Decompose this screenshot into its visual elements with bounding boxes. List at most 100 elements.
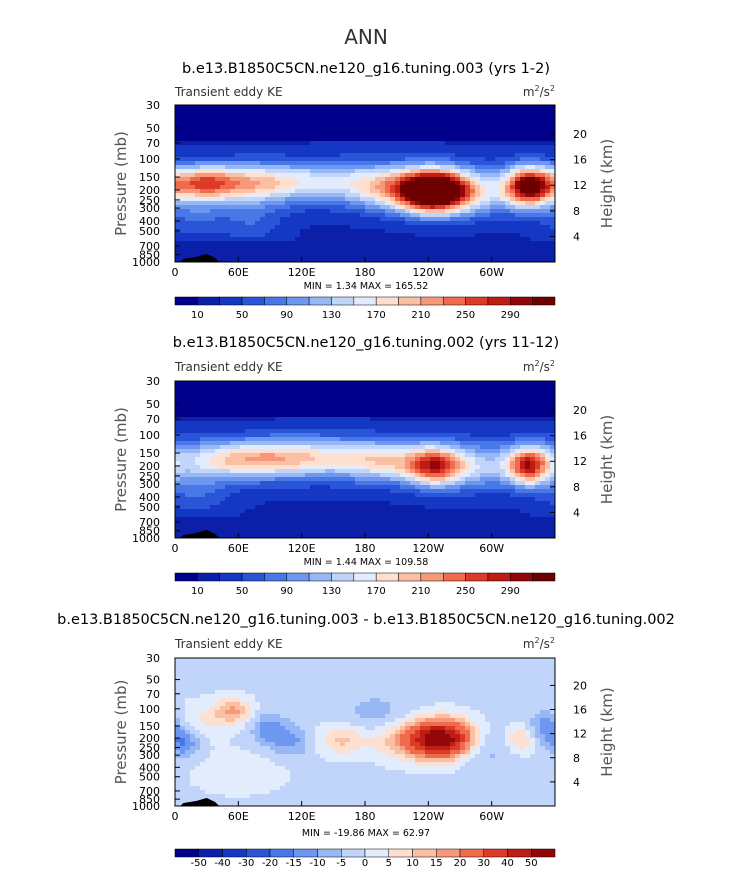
field-cell xyxy=(435,157,441,162)
field-cell xyxy=(285,381,291,386)
field-cell xyxy=(235,149,241,154)
field-cell xyxy=(175,177,181,182)
field-cell xyxy=(215,165,221,170)
field-cell xyxy=(220,145,226,150)
field-cell xyxy=(220,161,226,166)
field-cell xyxy=(410,145,416,150)
field-cell xyxy=(180,405,186,410)
field-cell xyxy=(415,425,421,430)
field-cell xyxy=(515,249,521,254)
field-cell xyxy=(345,181,351,186)
field-cell xyxy=(405,105,411,110)
field-cell xyxy=(195,433,201,438)
field-cell xyxy=(415,129,421,134)
field-cell xyxy=(485,113,491,118)
field-cell xyxy=(265,197,271,202)
field-cell xyxy=(215,241,221,246)
field-cell xyxy=(385,129,391,134)
field-cell xyxy=(400,205,406,210)
field-cell xyxy=(335,225,341,230)
field-cell xyxy=(440,409,446,414)
field-cell xyxy=(395,237,401,242)
field-cell xyxy=(335,113,341,118)
field-cell xyxy=(315,129,321,134)
field-cell xyxy=(295,245,301,250)
field-cell xyxy=(490,221,496,226)
field-cell xyxy=(200,405,206,410)
field-cell xyxy=(515,397,521,402)
field-cell xyxy=(310,405,316,410)
field-cell xyxy=(520,177,526,182)
field-cell xyxy=(390,437,396,442)
field-cell xyxy=(475,197,481,202)
field-cell xyxy=(325,125,331,130)
field-cell xyxy=(420,429,426,434)
field-cell xyxy=(475,245,481,250)
field-cell xyxy=(420,457,426,462)
field-cell xyxy=(175,125,181,130)
field-cell xyxy=(520,137,526,142)
field-cell xyxy=(330,185,336,190)
field-cell xyxy=(425,145,431,150)
field-cell xyxy=(550,177,555,182)
field-cell xyxy=(535,233,541,238)
field-cell xyxy=(225,113,231,118)
field-cell xyxy=(215,133,221,138)
field-cell xyxy=(345,129,351,134)
field-cell xyxy=(400,405,406,410)
field-cell xyxy=(310,145,316,150)
field-cell xyxy=(220,181,226,186)
field-cell xyxy=(450,217,456,222)
field-cell xyxy=(450,157,456,162)
field-cell xyxy=(460,245,466,250)
field-cell xyxy=(450,401,456,406)
field-cell xyxy=(235,129,241,134)
field-cell xyxy=(205,129,211,134)
field-cell xyxy=(415,221,421,226)
field-cell xyxy=(330,385,336,390)
field-cell xyxy=(375,205,381,210)
field-cell xyxy=(440,249,446,254)
field-cell xyxy=(260,161,266,166)
field-cell xyxy=(540,225,546,230)
field-cell xyxy=(270,429,276,434)
field-cell xyxy=(230,209,236,214)
field-cell xyxy=(330,237,336,242)
field-cell xyxy=(505,137,511,142)
field-cell xyxy=(440,413,446,418)
field-cell xyxy=(330,161,336,166)
field-cell xyxy=(540,237,546,242)
field-cell xyxy=(300,189,306,194)
field-cell xyxy=(425,133,431,138)
field-cell xyxy=(450,237,456,242)
field-cell xyxy=(255,421,261,426)
field-cell xyxy=(235,169,241,174)
field-cell xyxy=(260,241,266,246)
field-cell xyxy=(480,449,486,454)
field-cell xyxy=(305,229,311,234)
field-cell xyxy=(490,205,496,210)
field-cell xyxy=(225,389,231,394)
field-cell xyxy=(355,153,361,158)
field-cell xyxy=(325,401,331,406)
field-cell xyxy=(325,109,331,114)
field-cell xyxy=(410,421,416,426)
field-cell xyxy=(405,409,411,414)
field-cell xyxy=(525,205,531,210)
field-cell xyxy=(465,465,471,470)
field-cell xyxy=(350,461,356,466)
field-cell xyxy=(300,461,306,466)
field-cell xyxy=(325,161,331,166)
field-cell xyxy=(430,441,436,446)
field-cell xyxy=(405,401,411,406)
field-cell xyxy=(445,433,451,438)
field-cell xyxy=(380,165,386,170)
field-cell xyxy=(255,117,261,122)
field-cell xyxy=(250,173,256,178)
field-cell xyxy=(285,433,291,438)
field-cell xyxy=(255,133,261,138)
field-cell xyxy=(295,233,301,238)
field-cell xyxy=(480,105,486,110)
field-cell xyxy=(335,205,341,210)
field-cell xyxy=(320,401,326,406)
